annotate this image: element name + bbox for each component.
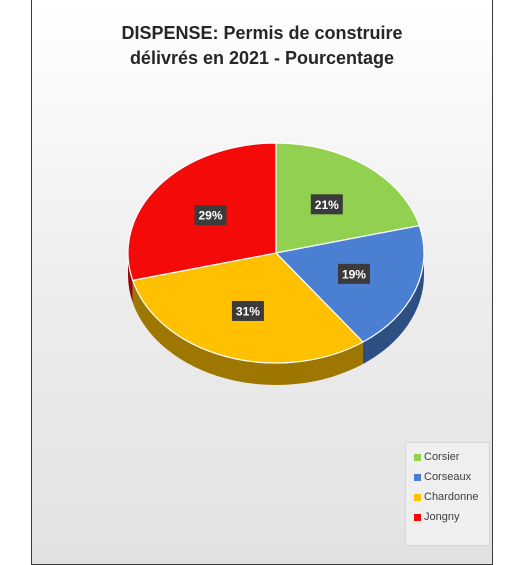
chart-area: DISPENSE: Permis de construire délivrés … — [31, 0, 493, 565]
legend-item-corsier: Corsier — [414, 447, 489, 467]
data-label-text: 21% — [315, 198, 339, 212]
legend-swatch — [414, 513, 421, 521]
legend-swatch — [414, 493, 421, 501]
data-label-chardonne: 31% — [231, 300, 264, 321]
pie-chart: 21% 19% 31% 29% — [127, 142, 425, 385]
pie-slice-corsier — [275, 142, 421, 254]
chart-title: DISPENSE: Permis de construire délivrés … — [32, 21, 492, 71]
data-label-jongny: 29% — [194, 205, 227, 226]
legend-label: Chardonne — [424, 491, 479, 503]
data-label-text: 29% — [198, 209, 222, 223]
chart-title-line-1: DISPENSE: Permis de construire — [121, 23, 403, 43]
data-label-box — [231, 300, 264, 321]
pie-side-chardonne — [132, 280, 363, 385]
legend-item-jongny: Jongny — [414, 507, 489, 527]
legend-item-chardonne: Chardonne — [414, 487, 489, 507]
data-label-box — [194, 205, 227, 226]
data-label-corseaux: 19% — [337, 263, 370, 284]
legend-label: Corseaux — [424, 471, 472, 483]
chart-title-line-2: délivrés en 2021 - Pourcentage — [129, 48, 395, 68]
legend-swatch — [414, 453, 421, 461]
legend: Corsier Corseaux Chardonne Jongny — [405, 442, 490, 546]
data-label-corsier: 21% — [310, 194, 343, 215]
pie-side — [128, 253, 424, 385]
data-label-box — [310, 194, 343, 215]
legend-swatch — [414, 473, 421, 481]
data-label-box — [337, 263, 370, 284]
pie-side-jongny — [128, 253, 133, 303]
data-label-text: 31% — [236, 304, 260, 318]
data-label-text: 19% — [342, 267, 366, 281]
legend-item-corseaux: Corseaux — [414, 467, 489, 487]
legend-label: Corsier — [424, 451, 460, 463]
pie-side-corseaux — [362, 253, 424, 364]
legend-label: Jongny — [424, 511, 460, 523]
